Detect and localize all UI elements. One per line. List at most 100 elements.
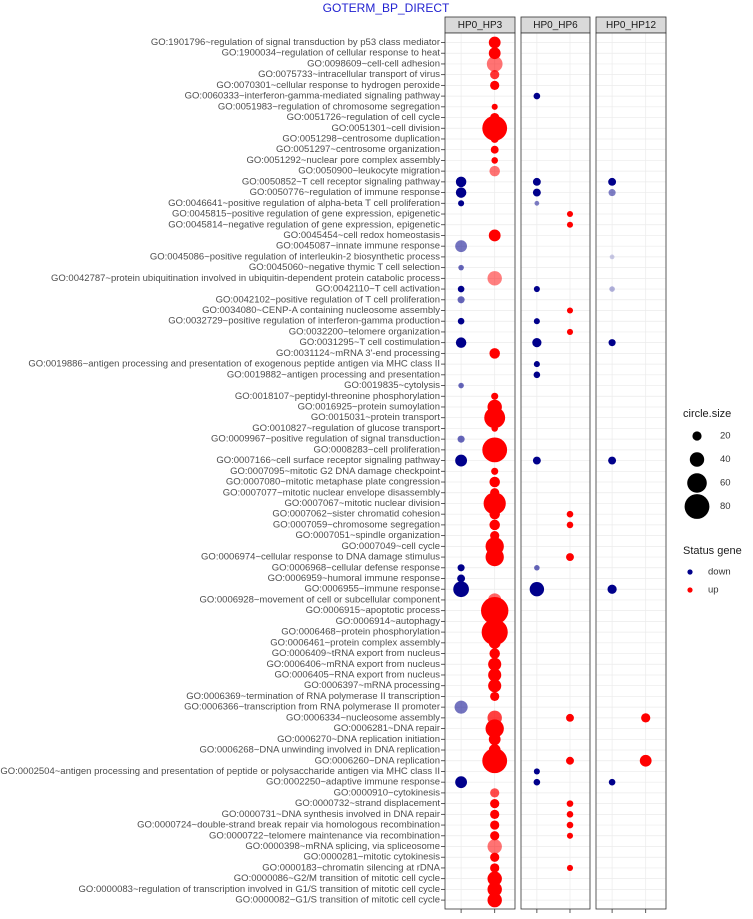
y-tick-label: GO:0009967~positive regulation of signal… [211,434,440,445]
data-point [488,47,501,60]
data-point [488,657,502,671]
data-point [490,809,500,819]
data-point [532,456,541,465]
y-tick-label: GO:0006928~movement of cell or subcellul… [199,594,440,605]
data-point [482,437,508,463]
y-tick-label: GO:0098609~cell-cell adhesion [307,58,440,69]
y-tick-label: GO:0006968~cellular defense response [272,562,440,573]
y-tick-label: GO:0008283~cell proliferation [314,444,440,455]
y-tick-label: GO:0006959~humoral immune response [268,573,440,584]
data-point [566,210,574,218]
y-tick-label: GO:0006268~DNA unwinding involved in DNA… [199,745,440,756]
data-point [534,200,540,206]
data-point [490,135,499,143]
data-point [490,70,500,80]
y-tick-label: GO:0019886~antigen processing and presen… [28,359,440,370]
color-legend-label: up [708,585,719,596]
data-point [566,521,574,529]
data-point [491,425,499,432]
y-tick-label: GO:0007067~mitotic nuclear division [284,498,440,509]
data-point [454,700,468,714]
data-point [488,229,501,242]
data-point [608,778,616,786]
data-point [566,553,574,562]
data-point [491,392,499,400]
y-tick-label: GO:0051298~centrosome duplication [282,133,440,144]
data-point [489,348,500,359]
data-point [488,36,501,49]
y-tick-label: GO:0006914~autophagy [336,616,441,627]
y-tick-label: GO:0006260~DNA replication [315,755,440,766]
y-tick-label: GO:0006281~DNA repair [334,723,440,734]
data-point [533,286,540,293]
color-legend-label: down [708,567,731,578]
chart-title: GOTERM_BP_DIRECT [323,1,450,15]
data-point [455,187,467,198]
y-tick-label: GO:0006397~mRNA processing [304,680,440,691]
data-point [486,56,503,72]
y-tick-label: GO:0016925~protein sumoylation [298,401,440,412]
y-tick-label: GO:0010827~regulation of glucose transpo… [252,423,440,434]
y-tick-label: GO:0015031~protein transport [311,412,440,423]
size-legend-key [692,431,702,441]
y-tick-label: GO:0007062~sister chromatid cohesion [272,509,440,520]
data-point [490,852,500,862]
data-point [453,581,469,598]
size-legend-key [687,473,707,493]
data-point [566,713,574,722]
color-legend-key [687,569,693,575]
data-point [566,811,574,818]
size-legend-title: circle.size [683,408,731,420]
y-tick-label: GO:0002250~adaptive immune response [266,777,440,788]
data-point [457,317,465,325]
data-point [455,776,467,789]
data-point [533,778,541,786]
data-point [608,189,616,197]
data-point [533,371,541,379]
data-point [481,619,508,646]
y-tick-label: GO:1901796~regulation of signal transduc… [151,37,440,48]
size-legend-label: 80 [720,501,731,512]
y-tick-label: GO:0000082~G1/S transition of mitotic ce… [235,895,440,906]
data-point [482,115,508,141]
y-tick-label: GO:0019882~antigen processing and presen… [227,369,440,380]
data-point [490,799,500,809]
data-point [533,92,541,100]
data-point [490,788,500,798]
y-tick-label: GO:0032729~positive regulation of interf… [168,316,440,327]
y-tick-label: GO:0000731~DNA synthesis involved in DNA… [222,809,440,820]
y-tick-label: GO:0045454~cell redox homeostasis [283,230,440,241]
data-point [490,820,500,830]
data-point [532,188,541,197]
y-tick-label: GO:0042110~T cell activation [315,284,440,295]
data-point [457,296,465,304]
facet-strip-label: HP0_HP12 [606,20,656,31]
data-point [566,307,574,314]
data-point [533,318,540,325]
data-points [453,36,652,908]
data-point [458,200,465,207]
data-point [491,157,499,164]
y-tick-label: GO:0006461~protein complex assembly [270,637,440,648]
y-tick-label: GO:0051301~cell division [331,123,440,134]
y-tick-label: GO:0019835~cytolysis [344,380,440,391]
y-axis-labels: GO:1901796~regulation of signal transduc… [0,37,445,906]
data-point [488,679,502,693]
data-point [566,800,574,807]
data-point [489,165,500,177]
y-tick-label: GO:0000724~double-strand break repair vi… [137,820,440,831]
data-point [607,584,617,594]
size-legend: circle.size 20 40 60 80 [683,408,731,519]
data-point [490,863,500,873]
y-tick-label: GO:0006409~tRNA export from nucleus [272,648,440,659]
data-point [487,871,502,886]
facet-panels: HP0_HP3 HP0_HP6 HP0_HP12 [444,16,667,913]
y-tick-label: GO:0050900~leukocyte migration [298,166,440,177]
data-point [485,719,504,738]
data-point [566,821,574,829]
data-point [488,636,501,649]
data-point [481,596,509,625]
data-point [455,337,467,348]
data-point [566,328,574,335]
data-point [482,748,508,774]
